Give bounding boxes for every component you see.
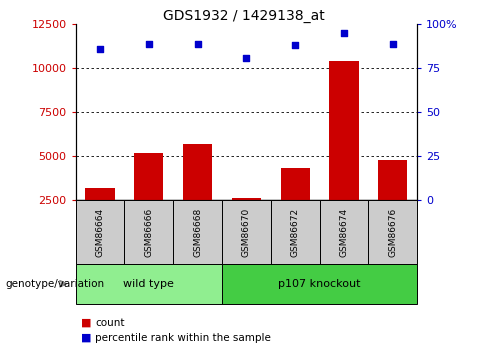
- Point: [340, 30, 348, 36]
- Point: [96, 46, 104, 51]
- Bar: [173, 200, 222, 264]
- Bar: [222, 200, 271, 264]
- Text: p107 knockout: p107 knockout: [278, 279, 361, 289]
- Bar: [76, 200, 124, 264]
- Bar: [222, 264, 417, 304]
- Bar: [134, 152, 163, 244]
- Point: [389, 41, 397, 46]
- Point: [243, 55, 250, 60]
- Text: genotype/variation: genotype/variation: [5, 279, 104, 289]
- Point: [194, 41, 202, 46]
- Bar: [320, 200, 368, 264]
- Text: GDS1932 / 1429138_at: GDS1932 / 1429138_at: [163, 9, 325, 23]
- Bar: [124, 200, 173, 264]
- Text: GSM86676: GSM86676: [388, 207, 397, 257]
- Bar: [76, 264, 222, 304]
- Text: GSM86674: GSM86674: [340, 207, 348, 257]
- Text: ■: ■: [81, 318, 91, 327]
- Text: GSM86666: GSM86666: [144, 207, 153, 257]
- Text: GSM86664: GSM86664: [96, 207, 104, 257]
- Text: wild type: wild type: [123, 279, 174, 289]
- Text: percentile rank within the sample: percentile rank within the sample: [95, 333, 271, 343]
- Point: [291, 42, 299, 48]
- Bar: [378, 160, 407, 244]
- Bar: [368, 200, 417, 264]
- Text: ■: ■: [81, 333, 91, 343]
- Text: GSM86668: GSM86668: [193, 207, 202, 257]
- Text: count: count: [95, 318, 124, 327]
- Text: GSM86672: GSM86672: [291, 207, 300, 257]
- Bar: [281, 168, 310, 244]
- Text: GSM86670: GSM86670: [242, 207, 251, 257]
- Bar: [85, 188, 115, 244]
- Point: [145, 41, 153, 46]
- Bar: [329, 61, 359, 244]
- Bar: [232, 198, 261, 244]
- Bar: [183, 144, 212, 244]
- Bar: [271, 200, 320, 264]
